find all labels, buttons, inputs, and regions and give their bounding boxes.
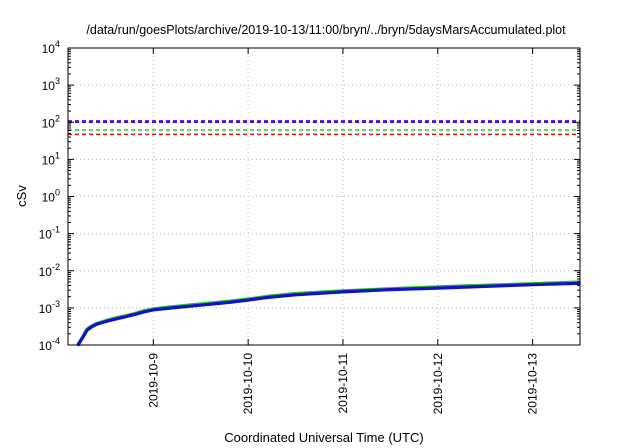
y-tick-label: 10-2 [39,262,60,279]
y-axis-label: cSv [14,185,29,207]
x-tick-label: 2019-10-12 [431,353,445,415]
series-line [76,281,581,347]
y-tick-label: 10-4 [39,336,60,353]
chart-title: /data/run/goesPlots/archive/2019-10-13/1… [86,23,566,37]
threshold-lines [68,119,580,136]
y-axis-ticks: 10-4 10-3 10-2 10-1 100 101 102 103 104 [39,39,580,353]
x-axis-ticks: 2019-10-9 2019-10-10 2019-10-11 2019-10-12 2… [146,48,540,415]
series-lines [76,280,581,347]
grid [68,48,580,345]
x-axis-label: Coordinated Universal Time (UTC) [224,430,423,445]
y-tick-label: 10-3 [39,299,60,316]
y-tick-label: 100 [42,188,60,205]
x-tick-label: 2019-10-13 [526,353,540,415]
x-tick-label: 2019-10-9 [146,353,160,408]
y-tick-label: 103 [42,76,60,93]
x-tick-label: 2019-10-11 [336,353,350,414]
y-tick-label: 104 [42,39,60,56]
y-tick-label: 101 [42,150,60,167]
y-tick-label: 10-1 [39,225,60,242]
y-tick-label: 102 [42,113,60,130]
x-tick-label: 2019-10-10 [241,353,255,415]
